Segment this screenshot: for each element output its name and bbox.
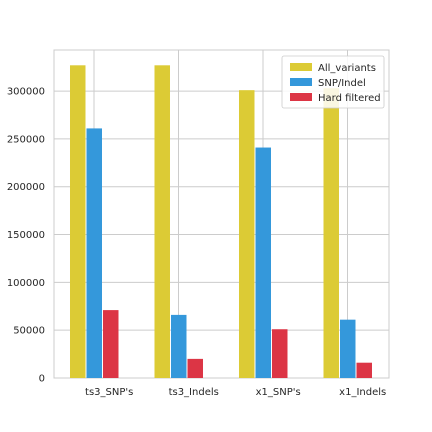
- bar-snp-indel-0: [86, 128, 102, 378]
- bar-series: [69, 65, 372, 378]
- legend-swatch-all-variants: [290, 63, 312, 71]
- x-tick-label: x1_SNP's: [256, 387, 301, 398]
- bar-all-variants-0: [69, 65, 86, 378]
- legend: All_variants SNP/Indel Hard filtered: [281, 55, 385, 109]
- y-tick-label: 100000: [7, 278, 45, 289]
- x-tick-label: ts3_Indels: [169, 387, 219, 398]
- bar-all-variants-3: [323, 88, 339, 378]
- bar-hard-filtered-3: [356, 362, 372, 378]
- y-tick-label: 300000: [7, 87, 45, 98]
- y-axis: 0 50000 100000 150000 200000 250000 300000: [7, 87, 45, 385]
- x-tick-label: ts3_SNP's: [85, 387, 133, 398]
- y-tick-label: 200000: [7, 182, 45, 193]
- bar-snp-indel-3: [339, 319, 356, 378]
- bar-snp-indel-1: [170, 314, 187, 378]
- bar-all-variants-1: [154, 65, 170, 378]
- bar-hard-filtered-2: [271, 329, 288, 378]
- bar-hard-filtered-1: [187, 358, 203, 378]
- bar-all-variants-2: [238, 90, 255, 378]
- bar-snp-indel-2: [255, 147, 271, 378]
- y-tick-label: 250000: [7, 134, 45, 145]
- bar-hard-filtered-0: [102, 310, 119, 378]
- x-axis: ts3_SNP's ts3_Indels x1_SNP's x1_Indels: [85, 387, 386, 398]
- legend-swatch-snp-indel: [290, 78, 312, 86]
- legend-label-hard-filtered: Hard filtered: [318, 93, 381, 104]
- y-tick-label: 0: [39, 374, 45, 385]
- legend-label-all-variants: All_variants: [318, 63, 376, 74]
- legend-label-snp-indel: SNP/Indel: [318, 78, 366, 89]
- y-tick-label: 150000: [7, 230, 45, 241]
- legend-swatch-hard-filtered: [290, 93, 312, 101]
- y-tick-label: 50000: [13, 326, 45, 337]
- x-tick-label: x1_Indels: [339, 387, 386, 398]
